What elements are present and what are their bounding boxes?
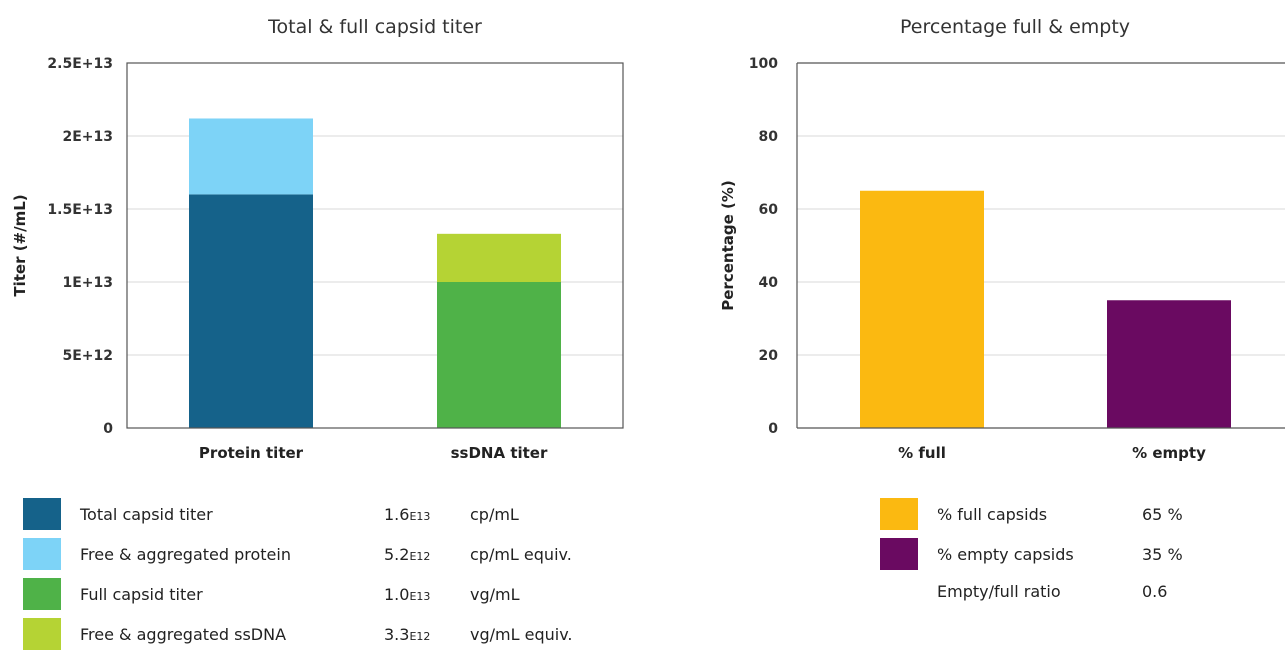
y-tick-label: 0 bbox=[103, 421, 113, 437]
legend-value-mantissa: 1.6 bbox=[384, 504, 410, 524]
x-category-label: % full bbox=[898, 444, 946, 462]
legend-row: Empty/full ratio 0.6 bbox=[880, 575, 1260, 607]
legend-unit: vg/mL equiv. bbox=[470, 624, 573, 644]
legend-value: 5.2E12 bbox=[384, 545, 430, 564]
x-category-label: Protein titer bbox=[199, 444, 304, 462]
legend-swatch bbox=[23, 618, 61, 650]
legend-label: % full capsids bbox=[937, 504, 1048, 524]
legend-row: Total capsid titer 1.6E13 cp/mL bbox=[23, 498, 643, 530]
legend-label: % empty capsids bbox=[937, 544, 1074, 564]
y-tick-label: 0 bbox=[768, 421, 778, 437]
bar bbox=[860, 190, 984, 428]
legend-row: Full capsid titer 1.0E13 vg/mL bbox=[23, 578, 643, 610]
y-tick-label: 20 bbox=[759, 348, 779, 364]
legend-value: 1.0E13 bbox=[384, 585, 430, 604]
y-tick-label: 60 bbox=[759, 202, 779, 218]
bar bbox=[1107, 300, 1231, 428]
legend-value: 1.6E13 bbox=[384, 505, 430, 524]
bar-segment bbox=[189, 118, 313, 195]
y-tick-label: 1.5E+13 bbox=[47, 202, 113, 218]
legend-row: Free & aggregated protein 5.2E12 cp/mL equ… bbox=[23, 538, 643, 570]
bar-segment bbox=[437, 233, 561, 282]
titer-chart: Total & full capsid titer 0 5E+12 1E+13 1.5E… bbox=[11, 16, 624, 462]
plot-frame bbox=[126, 62, 624, 429]
y-tick-label: 5E+12 bbox=[62, 348, 113, 364]
x-category-label: % empty bbox=[1132, 444, 1206, 462]
legend-label: Free & aggregated protein bbox=[80, 544, 291, 564]
legend-value: 3.3E12 bbox=[384, 625, 430, 644]
legend-label: Full capsid titer bbox=[80, 584, 203, 604]
y-tick-label: 40 bbox=[759, 275, 779, 291]
legend-label: Empty/full ratio bbox=[937, 581, 1061, 601]
y-axis-label: Percentage (%) bbox=[719, 180, 737, 310]
legend-swatch bbox=[23, 578, 61, 610]
legend-value-mantissa: 5.2 bbox=[384, 544, 410, 564]
legend-value: 35 % bbox=[1142, 544, 1183, 564]
legend-value: 0.6 bbox=[1142, 581, 1168, 601]
legend-row: % full capsids 65 % bbox=[880, 498, 1260, 530]
x-category-label: ssDNA titer bbox=[451, 444, 548, 462]
legend-value-mantissa: 1.0 bbox=[384, 584, 410, 604]
legend-value-mantissa: 3.3 bbox=[384, 624, 410, 644]
bar-segment bbox=[437, 282, 561, 428]
percentage-chart: Percentage full & empty 0 20 40 60 80 100 Perce… bbox=[719, 16, 1285, 462]
legend-unit: vg/mL bbox=[470, 584, 520, 604]
y-tick-label: 2.5E+13 bbox=[47, 56, 113, 72]
y-tick-label: 1E+13 bbox=[62, 275, 113, 291]
legend-swatch bbox=[880, 498, 918, 530]
y-axis-label: Titer (#/mL) bbox=[11, 194, 29, 296]
legend-label: Free & aggregated ssDNA bbox=[80, 624, 287, 644]
legend-row: % empty capsids 35 % bbox=[880, 538, 1260, 570]
legend-unit: cp/mL bbox=[470, 504, 519, 524]
legend-value-exponent: E12 bbox=[409, 549, 431, 563]
titer-legend: Total capsid titer 1.6E13 cp/mL Free & aggr… bbox=[0, 0, 640, 666]
chart-title: Total & full capsid titer bbox=[267, 16, 482, 38]
legend-swatch bbox=[23, 498, 61, 530]
legend-value-exponent: E13 bbox=[409, 509, 431, 523]
y-tick-label: 80 bbox=[759, 129, 779, 145]
legend-unit: cp/mL equiv. bbox=[470, 544, 572, 564]
bar-segment bbox=[189, 194, 313, 428]
y-tick-label: 100 bbox=[749, 56, 778, 72]
legend-value-exponent: E13 bbox=[409, 589, 431, 603]
legend-swatch bbox=[23, 538, 61, 570]
y-tick-label: 2E+13 bbox=[62, 129, 113, 145]
legend-row: Free & aggregated ssDNA 3.3E12 vg/mL equiv… bbox=[23, 618, 643, 650]
legend-value: 65 % bbox=[1142, 504, 1183, 524]
legend-swatch bbox=[880, 538, 918, 570]
legend-value-exponent: E12 bbox=[409, 629, 431, 643]
chart-title: Percentage full & empty bbox=[900, 16, 1130, 38]
legend-label: Total capsid titer bbox=[80, 504, 213, 524]
